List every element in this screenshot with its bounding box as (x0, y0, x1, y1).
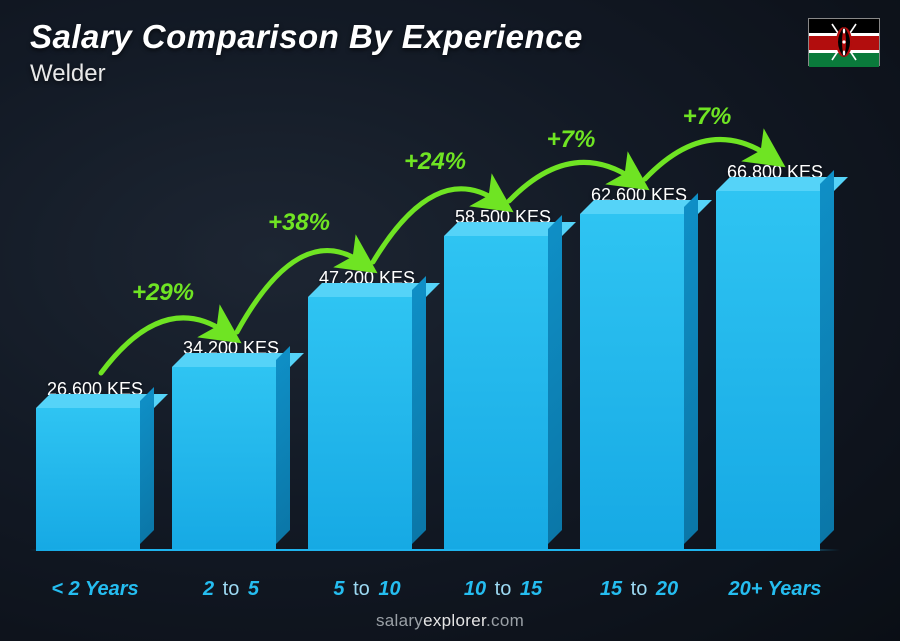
x-label-5: 20+ Years (716, 578, 834, 601)
footer-brand-grey: salary (376, 611, 423, 630)
infographic-stage: Salary Comparison By Experience Welder A… (0, 0, 900, 641)
bar-3d (444, 236, 562, 551)
bar-3d (580, 214, 698, 551)
x-axis-labels: < 2 Years 2 to 5 5 to 10 10 to 15 15 to 20 20… (30, 578, 840, 601)
bar-3d (308, 297, 426, 551)
bar-2: 47,200 KES (308, 268, 426, 551)
kenya-shield-icon (829, 22, 859, 62)
footer-brand-suffix: .com (486, 611, 524, 630)
x-label-0: < 2 Years (36, 578, 154, 601)
bar-3: 58,500 KES (444, 207, 562, 551)
kenya-flag-icon (808, 18, 880, 66)
bars-container: 26,600 KES34,200 KES47,200 KES58,500 KES… (30, 100, 840, 551)
salary-bar-chart: 26,600 KES34,200 KES47,200 KES58,500 KES… (30, 100, 840, 551)
chart-baseline (30, 549, 840, 551)
footer-brand-white: explorer (423, 611, 486, 630)
bar-3d (36, 408, 154, 551)
x-label-1: 2 to 5 (172, 578, 290, 601)
page-subtitle: Welder (30, 60, 106, 88)
bar-4: 62,600 KES (580, 185, 698, 551)
bar-3d (172, 367, 290, 551)
bar-1: 34,200 KES (172, 338, 290, 551)
footer-brand: salaryexplorer.com (0, 611, 900, 631)
x-label-4: 15 to 20 (580, 578, 698, 601)
page-title: Salary Comparison By Experience (30, 18, 583, 56)
bar-5: 66,800 KES (716, 162, 834, 551)
x-label-2: 5 to 10 (308, 578, 426, 601)
bar-3d (716, 191, 834, 551)
x-label-3: 10 to 15 (444, 578, 562, 601)
bar-0: 26,600 KES (36, 379, 154, 551)
